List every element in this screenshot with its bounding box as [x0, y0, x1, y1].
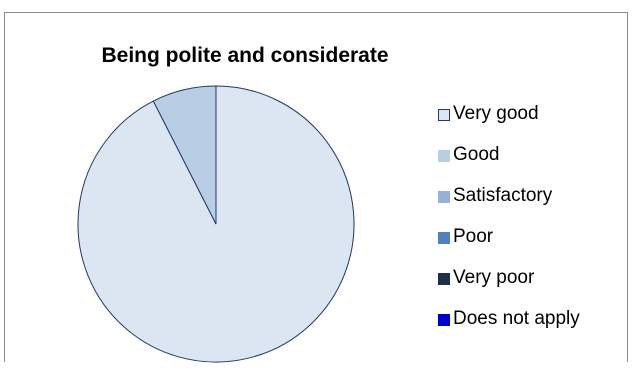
- legend-swatch-good: [438, 150, 450, 162]
- legend-swatch-satisfactory: [438, 191, 450, 203]
- legend-label-good: Good: [453, 144, 500, 165]
- legend-label-satisfactory: Satisfactory: [453, 185, 553, 206]
- chart-title: Being polite and considerate: [101, 44, 389, 67]
- legend-label-does-not-apply: Does not apply: [453, 308, 580, 329]
- legend-label-very-poor: Very poor: [453, 267, 535, 288]
- legend-label-poor: Poor: [453, 226, 494, 247]
- legend-swatch-very-poor: [438, 273, 450, 285]
- legend-swatch-very-good: [438, 109, 450, 121]
- legend-swatch-poor: [438, 232, 450, 244]
- legend-label-very-good: Very good: [453, 103, 539, 124]
- legend-swatch-does-not-apply: [438, 314, 450, 326]
- pie-slice-good: [152, 85, 217, 225]
